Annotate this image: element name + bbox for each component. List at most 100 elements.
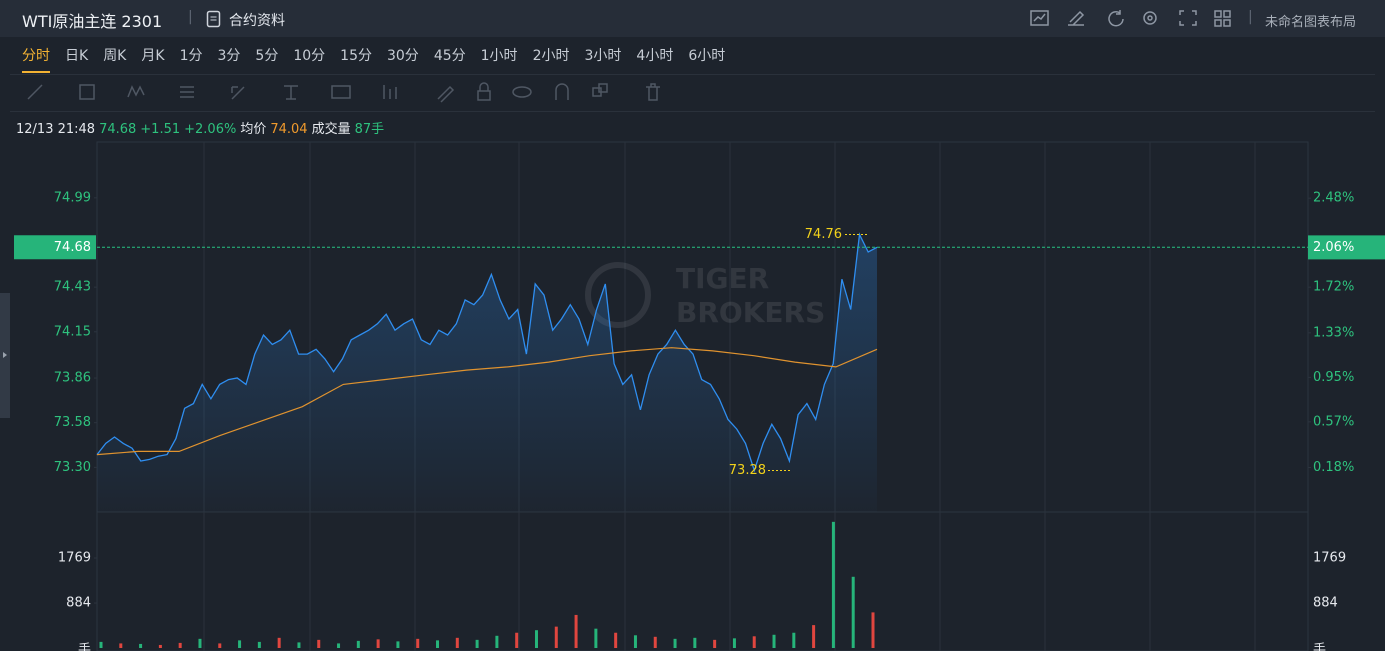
price-area (97, 234, 877, 512)
toggle-arrow (3, 352, 7, 358)
y-tick-label: 74.43 (54, 280, 91, 295)
volume-bar (831, 521, 835, 648)
period-tab[interactable]: 分时 (22, 45, 50, 73)
volume-bar (792, 632, 796, 648)
instrument-title[interactable]: WTI原油主连 2301 (22, 12, 163, 31)
watermark (585, 262, 651, 328)
volume-bar (158, 644, 162, 648)
y2-tick-label: 0.57% (1313, 414, 1354, 429)
period-tab[interactable]: 10分 (293, 48, 326, 64)
volume-bar (752, 636, 756, 648)
last-price-label: 74.68 (54, 240, 91, 255)
settings-icon[interactable] (1143, 11, 1157, 25)
volume-bar (238, 640, 242, 648)
period-tab[interactable]: 45分 (433, 48, 466, 64)
y-tick-label: 74.99 (54, 190, 91, 205)
avg-label: 均价 (240, 122, 267, 137)
volume-bar (178, 642, 182, 648)
volume-bar (455, 637, 459, 648)
period-tab[interactable]: 1分 (179, 48, 203, 64)
volume-bar (376, 639, 380, 648)
price-line (96, 232, 878, 473)
doc-icon (206, 10, 221, 28)
volume-bar (633, 635, 637, 648)
volume-bar (653, 636, 657, 648)
volume-bar (594, 628, 598, 648)
volume-bar (257, 641, 261, 648)
period-tab[interactable]: 日K (65, 48, 89, 64)
separator: | (1248, 9, 1253, 25)
quote-bar: 12/13 21:48 74.68 +1.51 +2.06% 均价 74.04 成交量 87手 (16, 118, 388, 137)
edit-icon[interactable] (1068, 10, 1085, 26)
volume-unit: 手 (1313, 643, 1326, 651)
header-bar: WTI原油主连 2301 | 合约资料 | 未命名图表布局 (0, 0, 1385, 37)
chart-icon[interactable] (1030, 10, 1049, 26)
volume-tick-label: 884 (66, 596, 91, 611)
average-line (96, 347, 878, 456)
plot-frame (96, 141, 1309, 651)
volume-bar (396, 641, 400, 648)
y2-tick-label: 1.72% (1313, 280, 1354, 295)
volume-bar (416, 638, 420, 648)
period-tab[interactable]: 4小时 (636, 48, 674, 64)
high-label: 74.76 (805, 227, 842, 242)
volume-bar (139, 643, 143, 648)
volume-bar (99, 641, 103, 648)
volume-label: 成交量 (311, 122, 351, 137)
fullscreen-icon[interactable] (1179, 10, 1197, 26)
volume-bar (732, 638, 736, 648)
volume-bar (218, 643, 222, 648)
toolbar-icons (1030, 10, 1231, 27)
volume-bar (277, 637, 281, 648)
y2-tick-label: 2.48% (1313, 191, 1354, 206)
period-tab[interactable]: 5分 (255, 48, 279, 64)
volume-tick-label: 1769 (58, 551, 91, 566)
watermark-text: BROKERS (676, 296, 825, 329)
volume-bar (673, 638, 677, 648)
volume-bar (614, 632, 618, 648)
low-label: 73.28 (729, 463, 766, 478)
last-change-label: 2.06% (1313, 240, 1354, 255)
volume-bar (475, 639, 479, 648)
period-tab[interactable]: 6小时 (688, 48, 726, 64)
volume-bar (574, 614, 578, 648)
volume-bar (871, 612, 875, 648)
period-tab[interactable]: 周K (103, 48, 127, 64)
y-tick-label: 74.15 (54, 324, 91, 339)
volume-unit: 手 (78, 643, 91, 651)
layout-name[interactable]: 未命名图表布局 (1265, 15, 1357, 30)
period-tab[interactable]: 3小时 (584, 48, 622, 64)
volume-bar (851, 576, 855, 648)
volume-bar (812, 625, 816, 648)
drawing-toolbar (10, 74, 1375, 112)
volume-bar (772, 634, 776, 648)
drawing-tools (27, 82, 660, 103)
last-price-box (14, 235, 96, 260)
quote-time: 12/13 21:48 (16, 122, 96, 137)
volume-bar (515, 632, 519, 648)
period-tab[interactable]: 15分 (340, 48, 372, 64)
period-tab[interactable]: 1小时 (480, 48, 518, 64)
separator: | (188, 9, 193, 25)
y-tick-label: 73.58 (54, 415, 91, 430)
volume-bar (317, 639, 321, 648)
volume-bar (495, 635, 499, 648)
period-tab[interactable]: 30分 (386, 48, 419, 64)
quote-change: +1.51 (140, 122, 181, 137)
volume-bar (356, 640, 360, 648)
period-tab[interactable]: 月K (141, 48, 165, 64)
volume-bar (554, 626, 558, 648)
contract-info-button[interactable]: 合约资料 (229, 13, 285, 29)
volume-bar (693, 637, 697, 648)
period-tab[interactable]: 2小时 (532, 48, 570, 64)
y2-tick-label: 1.33% (1313, 325, 1354, 340)
volume-tick-label: 1769 (1313, 551, 1346, 566)
y-tick-label: 73.30 (54, 460, 91, 475)
volume-bar (297, 642, 301, 648)
avg-value: 74.04 (270, 122, 308, 137)
volume-bar (713, 639, 717, 648)
period-tab[interactable]: 3分 (217, 48, 241, 64)
reset-icon[interactable] (1108, 10, 1124, 27)
